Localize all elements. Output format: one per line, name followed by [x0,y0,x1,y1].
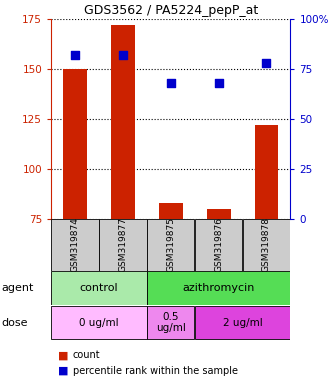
Bar [63,69,87,369]
Point [264,60,269,66]
Bar [147,219,194,271]
Point [216,80,221,86]
Text: control: control [80,283,118,293]
Text: agent: agent [2,283,34,293]
Text: 0 ug/ml: 0 ug/ml [79,318,119,328]
Text: GSM319874: GSM319874 [71,217,80,272]
Bar [147,271,290,305]
Bar [254,125,279,369]
Bar [195,306,290,339]
Text: azithromycin: azithromycin [182,283,255,293]
Text: 2 ug/ml: 2 ug/ml [223,318,262,328]
Bar [243,219,290,271]
Text: 0.5
ug/ml: 0.5 ug/ml [156,312,186,333]
Bar [51,219,99,271]
Text: GSM319875: GSM319875 [166,217,175,272]
Bar [147,306,194,339]
Bar [159,203,183,369]
Text: count: count [73,350,100,360]
Bar [51,306,147,339]
Text: GSM319876: GSM319876 [214,217,223,272]
Point [120,52,125,58]
Text: ■: ■ [58,350,68,360]
Bar [195,219,242,271]
Point [168,80,174,86]
Bar [207,209,231,369]
Bar [51,271,147,305]
Text: percentile rank within the sample: percentile rank within the sample [73,366,238,376]
Bar [99,219,147,271]
Bar [111,25,135,369]
Text: dose: dose [2,318,28,328]
Title: GDS3562 / PA5224_pepP_at: GDS3562 / PA5224_pepP_at [83,3,258,17]
Text: GSM319877: GSM319877 [118,217,127,272]
Point [72,52,78,58]
Text: ■: ■ [58,366,68,376]
Text: GSM319878: GSM319878 [262,217,271,272]
